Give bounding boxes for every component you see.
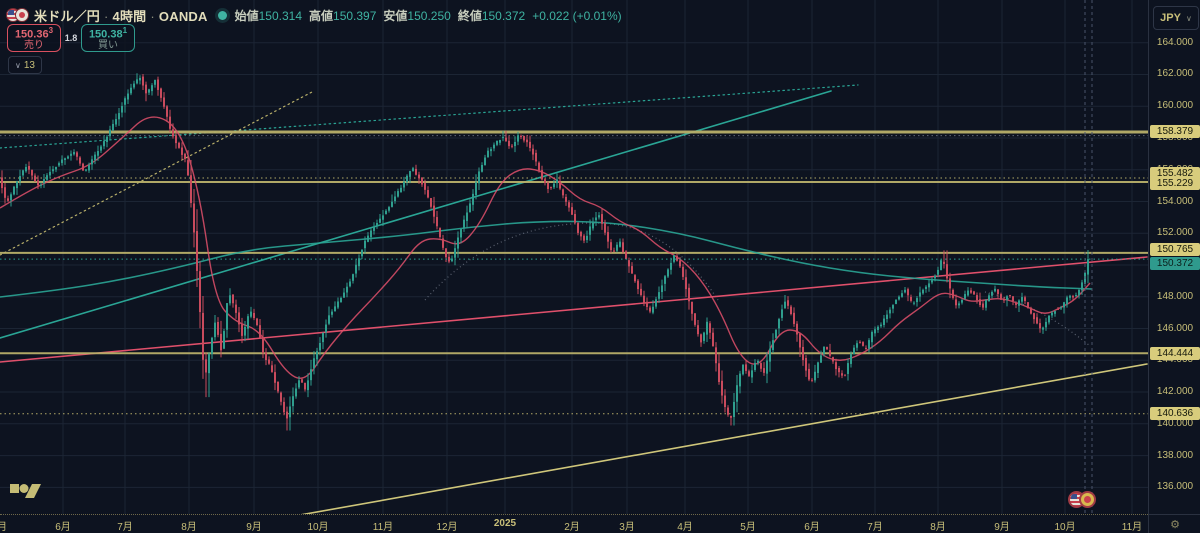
price-tick-label: 146.000 (1156, 322, 1194, 334)
last-price-badge: 150.372 (1150, 256, 1200, 270)
sell-price: 150.36 (14, 28, 49, 41)
symbol-title[interactable]: 米ドル／円 · 4時間 · OANDA (34, 6, 208, 25)
axis-corner: ⚙ (1148, 514, 1200, 533)
open-label: 始値 (234, 8, 259, 23)
dotted-arc-curves (424, 222, 1091, 347)
price-tick-label: 138.000 (1156, 449, 1194, 461)
price-tick-label: 136.000 (1156, 481, 1194, 493)
price-tick-label: 148.000 (1156, 290, 1194, 302)
indicators-count: 13 (23, 59, 35, 71)
legend-bar: 米ドル／円 · 4時間 · OANDA 始値150.314 高値150.397 安値150.… (6, 5, 622, 25)
time-tick-label: 月 (0, 522, 7, 533)
sell-button[interactable]: 150.363 売り (7, 24, 61, 52)
level-price-badge: 150.765 (1150, 243, 1200, 257)
low-label: 安値 (383, 8, 408, 23)
buy-button[interactable]: 150.381 買い (81, 24, 135, 52)
sell-pip: 3 (48, 25, 54, 35)
low-value: 150.250 (407, 8, 451, 23)
high-label: 高値 (309, 8, 334, 23)
time-tick-label: 7月 (867, 522, 883, 533)
candles (1, 73, 1089, 431)
chevron-down-icon: ∨ (1185, 13, 1192, 23)
close-label: 終値 (457, 8, 482, 23)
level-price-badge: 158.379 (1150, 125, 1200, 139)
currency-label: JPY (1160, 12, 1181, 24)
market-status-dot[interactable] (217, 10, 227, 20)
time-tick-label: 4月 (677, 522, 693, 533)
price-tick-label: 154.000 (1156, 195, 1194, 207)
time-tick-label: 10月 (307, 522, 329, 533)
time-tick-label: 7月 (117, 522, 133, 533)
price-tick-label: 162.000 (1156, 68, 1194, 80)
time-tick-label: 8月 (181, 522, 197, 533)
separator: · (150, 8, 155, 24)
gear-icon[interactable]: ⚙ (1170, 519, 1180, 531)
buy-price: 150.38 (88, 28, 123, 41)
pair-flag-icon (6, 7, 30, 23)
price-axis[interactable]: JPY ∨ 164.000162.000160.000158.000156.00… (1148, 0, 1200, 514)
close-value: 150.372 (481, 8, 526, 23)
instrument-flag-pair-icon (1068, 490, 1102, 510)
price-tick-label: 142.000 (1156, 386, 1194, 398)
time-tick-label: 3月 (619, 522, 635, 533)
time-tick-label: 6月 (804, 522, 820, 533)
candlestick-chart[interactable] (0, 0, 1148, 514)
interval-label: 4時間 (112, 8, 147, 24)
price-tick-label: 164.000 (1156, 36, 1194, 48)
level-price-badge: 155.482 (1150, 167, 1200, 181)
price-tick-label: 160.000 (1156, 100, 1194, 112)
ohlc-readout: 始値150.314 高値150.397 安値150.250 終値150.372 +0.0… (235, 7, 622, 24)
time-tick-label: 9月 (246, 522, 262, 533)
jp-flag-icon (1079, 491, 1096, 508)
high-value: 150.397 (333, 8, 377, 23)
level-price-badge: 144.444 (1150, 346, 1200, 360)
time-tick-label: 2月 (564, 522, 580, 533)
chevron-down-icon: ∨ (15, 60, 21, 70)
trade-panel: 150.363 売り 1.8 150.381 買い (7, 24, 135, 52)
time-tick-label: 11月 (372, 522, 394, 533)
time-tick-label: 5月 (740, 522, 756, 533)
sell-label: 売り (24, 40, 44, 52)
dashed-vertical-lines (1084, 0, 1093, 514)
ma-slow-line (0, 220, 1093, 298)
separator: · (104, 8, 109, 24)
level-price-badge: 140.636 (1150, 407, 1200, 421)
ma-fast-line (0, 116, 1091, 379)
time-tick-label: 12月 (436, 522, 458, 533)
time-tick-label: 8月 (930, 522, 946, 533)
currency-dropdown[interactable]: JPY ∨ (1153, 6, 1199, 30)
time-tick-label: 2025 (493, 518, 517, 529)
time-tick-label: 11月 (1121, 522, 1143, 533)
buy-pip: 1 (122, 25, 128, 35)
time-axis[interactable]: 月 6月 7月 8月 9月 10月 11月 12月 2025 2月 3月 4月 5月 6月 7月 8月 9月 10… (0, 514, 1148, 533)
horizontal-level-lines (0, 130, 1148, 415)
price-tick-label: 152.000 (1156, 227, 1194, 239)
chart-pane[interactable] (0, 0, 1148, 514)
time-tick-label: 10月 (1054, 522, 1076, 533)
moving-averages (0, 116, 1093, 379)
change-value: +0.022 (+0.01%) (532, 8, 622, 23)
level-price-badge: 155.229 (1150, 177, 1200, 191)
spread-value: 1.8 (64, 33, 78, 43)
price-tick-label: 140.000 (1156, 417, 1194, 429)
jp-flag-icon (15, 8, 29, 22)
time-tick-label: 9月 (994, 522, 1010, 533)
buy-label: 買い (98, 40, 118, 52)
trend-lines (0, 84, 1148, 514)
grid-lines (0, 0, 1148, 514)
open-value: 150.314 (258, 8, 302, 23)
broker-label: OANDA (158, 8, 208, 24)
tradingview-logo[interactable] (10, 481, 46, 501)
time-tick-label: 6月 (55, 522, 71, 533)
indicators-collapse-toggle[interactable]: ∨ 13 (8, 56, 42, 74)
symbol-name: 米ドル／円 (34, 8, 101, 24)
price-tick-label: 144.000 (1156, 354, 1194, 366)
